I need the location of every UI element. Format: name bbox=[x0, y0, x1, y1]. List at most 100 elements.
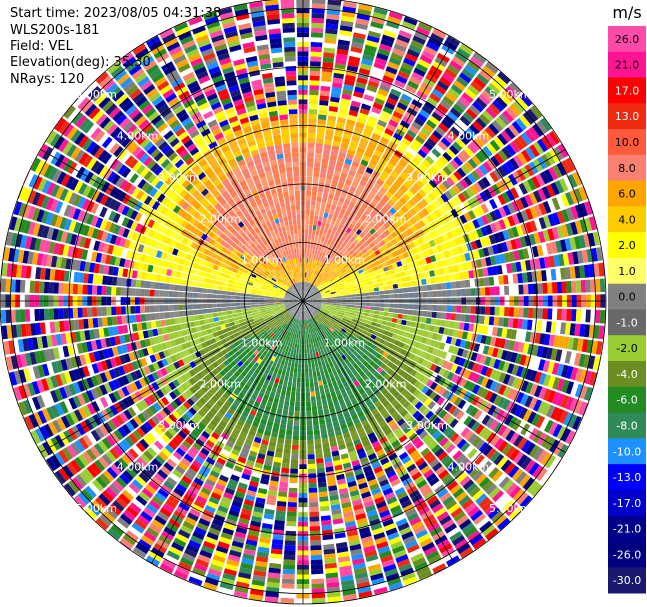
ray-111 bbox=[159, 28, 303, 301]
ring-label-se-5: 5.00km bbox=[489, 502, 531, 515]
spoke-330 bbox=[151, 38, 304, 302]
ring-label-sw-1: 1.00km bbox=[241, 336, 283, 349]
ray-103 bbox=[63, 105, 303, 301]
ray-62 bbox=[264, 301, 303, 603]
spoke-60 bbox=[302, 149, 566, 302]
ray-57 bbox=[303, 301, 357, 602]
ray-114 bbox=[203, 10, 303, 301]
ray-43 bbox=[303, 301, 543, 497]
ray-99 bbox=[30, 157, 303, 301]
ring-label-nw-2: 2.00km bbox=[199, 212, 241, 225]
colorbar-tick-label: 4.0 bbox=[618, 213, 636, 226]
ray-97 bbox=[17, 186, 303, 301]
colorbar-tick-label: 21.0 bbox=[615, 59, 640, 72]
ray-5 bbox=[303, 6, 388, 301]
ray-13 bbox=[303, 61, 499, 301]
ring-label-nw-5: 5.00km bbox=[75, 88, 117, 101]
ray-56 bbox=[303, 301, 373, 599]
colorbar-swatch bbox=[608, 103, 646, 130]
colorbar-tick-label: 2.0 bbox=[618, 239, 636, 252]
ray-33 bbox=[303, 301, 604, 355]
ray-35 bbox=[303, 301, 598, 386]
ring-label-sw-2: 2.00km bbox=[199, 378, 241, 391]
ray-64 bbox=[233, 301, 303, 599]
ray-89 bbox=[0, 301, 303, 324]
ring-label-ne-3: 3.00km bbox=[406, 171, 448, 184]
colorbar-tick-label: 26.0 bbox=[615, 33, 640, 46]
ray-25 bbox=[303, 216, 598, 301]
colorbar-tick-label: 6.0 bbox=[618, 188, 636, 201]
ray-41 bbox=[303, 301, 561, 472]
ray-18 bbox=[303, 117, 552, 301]
nrays-label: NRays: 120 bbox=[10, 72, 85, 87]
ray-49 bbox=[303, 301, 474, 559]
colorbar-swatch bbox=[608, 464, 646, 491]
velocity-field bbox=[0, 0, 606, 604]
ray-39 bbox=[303, 301, 576, 445]
ray-31 bbox=[303, 301, 606, 324]
ray-107 bbox=[107, 61, 303, 301]
ring-label-nw-3: 3.00km bbox=[158, 171, 200, 184]
ray-94 bbox=[5, 231, 303, 301]
spoke-240 bbox=[40, 300, 304, 453]
ray-116 bbox=[233, 3, 303, 301]
ray-19 bbox=[303, 130, 561, 301]
ray-24 bbox=[303, 201, 594, 301]
ray-67 bbox=[188, 301, 303, 587]
ray-53 bbox=[303, 301, 418, 587]
ray-9 bbox=[303, 28, 447, 301]
ray-47 bbox=[303, 301, 499, 541]
ray-69 bbox=[159, 301, 303, 574]
ring-label-ne-1: 1.00km bbox=[324, 254, 366, 267]
polar-grid bbox=[0, 0, 607, 605]
colorbar-swatch bbox=[608, 386, 646, 414]
colorbar-swatch bbox=[608, 515, 646, 542]
colorbar-swatch bbox=[608, 283, 646, 310]
colorbar-swatch bbox=[608, 77, 646, 104]
spoke-300 bbox=[40, 149, 304, 302]
colorbar-tick-label: 0.0 bbox=[618, 291, 636, 304]
colorbar-swatch bbox=[608, 438, 646, 465]
ray-66 bbox=[203, 301, 303, 592]
ray-27 bbox=[303, 247, 604, 301]
ray-21 bbox=[303, 157, 576, 301]
colorbar-swatch bbox=[608, 180, 646, 207]
colorbar-tick-label: 10.0 bbox=[615, 136, 640, 149]
ray-1 bbox=[303, 0, 326, 301]
ray-71 bbox=[132, 301, 303, 559]
colorbar-tick-label: -21.0 bbox=[613, 523, 641, 536]
ray-14 bbox=[303, 71, 511, 301]
ring-label-nw-4: 4.00km bbox=[117, 130, 159, 143]
ray-119 bbox=[280, 0, 303, 301]
start-time-label: Start time: 2023/08/05 04:31:38 bbox=[10, 6, 222, 21]
ray-7 bbox=[303, 15, 418, 301]
ray-48 bbox=[303, 301, 487, 550]
colorbar-swatch bbox=[608, 361, 646, 388]
colorbar-swatch bbox=[608, 489, 646, 517]
ring-labels: 1.00km 1.00km 1.00km 1.00km 2.00km 2.00km 2.00… bbox=[75, 88, 530, 515]
ray-102 bbox=[54, 117, 303, 301]
colorbar-tick-label: -4.0 bbox=[616, 368, 637, 381]
colorbar-tick-label: -17.0 bbox=[613, 497, 641, 510]
ray-59 bbox=[303, 301, 326, 604]
ray-63 bbox=[249, 301, 303, 602]
colorbar-tick-label: -1.0 bbox=[616, 316, 637, 329]
ray-15 bbox=[303, 82, 522, 301]
ring-label-sw-5: 5.00km bbox=[75, 502, 117, 515]
ray-11 bbox=[303, 43, 474, 301]
ray-88 bbox=[1, 301, 303, 340]
ray-61 bbox=[280, 301, 303, 604]
ring-label-nw-1: 1.00km bbox=[241, 254, 283, 267]
ray-115 bbox=[218, 6, 303, 301]
ray-85 bbox=[8, 301, 303, 386]
ray-54 bbox=[303, 301, 403, 592]
colorbar-tick-label: -10.0 bbox=[613, 445, 641, 458]
ring-label-ne-2: 2.00km bbox=[365, 212, 407, 225]
colorbar-tick-label: -2.0 bbox=[616, 342, 637, 355]
ray-4 bbox=[303, 3, 373, 301]
ray-79 bbox=[45, 301, 303, 472]
ray-32 bbox=[303, 301, 605, 340]
ray-16 bbox=[303, 93, 533, 301]
ray-58 bbox=[303, 301, 342, 603]
